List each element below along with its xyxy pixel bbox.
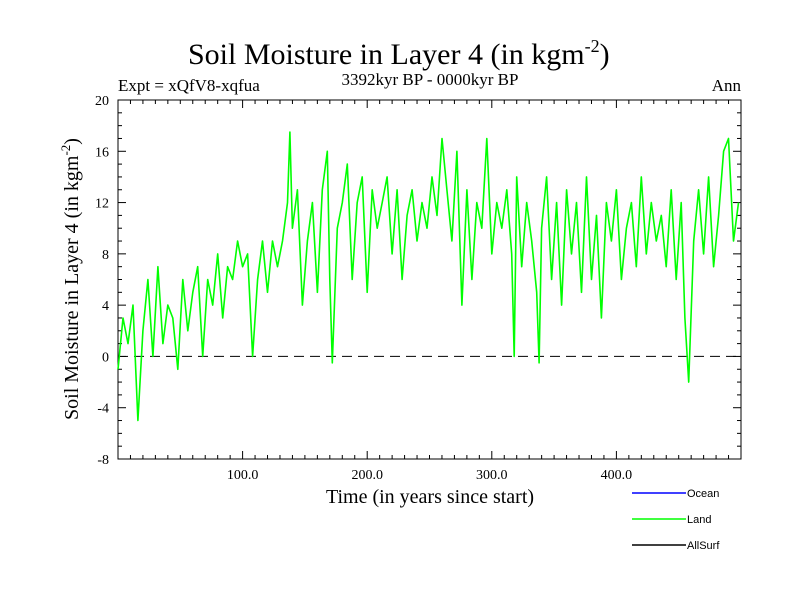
- series-line-land: [117, 131, 740, 422]
- legend-label-land: Land: [687, 514, 711, 526]
- y-tick-label: 20: [95, 94, 109, 109]
- plot-frame: [117, 99, 742, 460]
- subtitle-season: Ann: [712, 76, 742, 95]
- x-tick-label: 400.0: [601, 468, 633, 483]
- y-tick-label: 0: [102, 350, 109, 365]
- y-axis-label-close: ): [61, 138, 83, 145]
- subtitle-experiment: Expt = xQfV8-xqfua: [118, 76, 260, 95]
- y-tick-label: 16: [95, 145, 109, 160]
- chart-title: Soil Moisture in Layer 4 (in kgm-2): [188, 36, 610, 71]
- chart-title-text: Soil Moisture in Layer 4 (in kgm: [188, 38, 585, 71]
- chart-title-close: ): [600, 38, 610, 71]
- y-axis-label: Soil Moisture in Layer 4 (in kgm-2): [58, 138, 83, 420]
- legend-label-ocean: Ocean: [687, 488, 719, 500]
- x-tick-label: 100.0: [227, 468, 259, 483]
- chart-title-sup: -2: [585, 36, 600, 56]
- x-tick-label: 200.0: [351, 468, 383, 483]
- axis-ticks: -8 -4 0 4 8 12 16 20 100.0 200.0 300.0 400.0: [95, 94, 741, 483]
- subtitle-period: 3392kyr BP - 0000kyr BP: [342, 70, 519, 89]
- y-axis-label-sup: -2: [58, 145, 73, 156]
- y-axis-label-text: Soil Moisture in Layer 4 (in kgm: [61, 155, 83, 420]
- y-tick-label: 8: [102, 248, 109, 263]
- series-group: [117, 131, 740, 422]
- y-tick-label: 4: [102, 299, 109, 314]
- legend-label-allsurf: AllSurf: [687, 540, 720, 552]
- x-tick-label: 300.0: [476, 468, 508, 483]
- y-tick-label: -4: [97, 402, 109, 417]
- y-tick-label: 12: [95, 197, 109, 212]
- legend: Ocean Land AllSurf: [632, 488, 720, 552]
- x-axis-label: Time (in years since start): [326, 486, 534, 508]
- y-tick-label: -8: [97, 453, 109, 468]
